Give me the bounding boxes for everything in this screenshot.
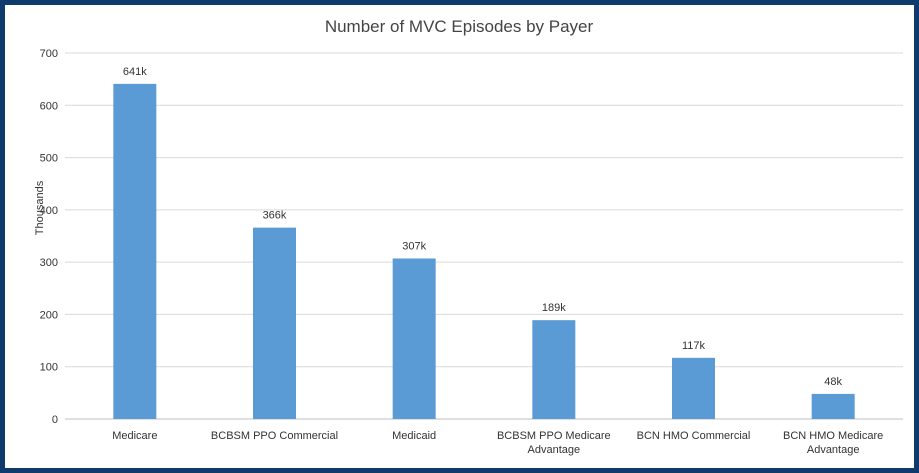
gridlines <box>65 52 903 420</box>
x-category-label: Medicaid <box>392 430 436 442</box>
data-label: 307k <box>402 240 426 252</box>
y-tick-label: 0 <box>52 414 58 426</box>
y-tick-label: 700 <box>40 48 58 60</box>
bar <box>811 393 855 419</box>
x-category-label: Medicare <box>112 430 157 442</box>
y-tick-label: 100 <box>40 362 58 374</box>
data-label: 366k <box>263 210 287 222</box>
x-category-label: BCN HMO Medicare <box>783 430 883 442</box>
bar <box>113 83 157 419</box>
data-label: 189k <box>542 302 566 314</box>
x-category-label: BCBSM PPO Medicare <box>497 430 611 442</box>
data-label: 117k <box>682 340 706 352</box>
bar <box>392 258 436 419</box>
x-category-label: BCBSM PPO Commercial <box>211 430 338 442</box>
x-category-label: Advantage <box>807 444 860 456</box>
bar-chart: Number of MVC Episodes by Payer Thousand… <box>34 17 903 456</box>
bar <box>532 320 576 419</box>
y-tick-label: 500 <box>40 153 58 165</box>
bars <box>113 83 855 419</box>
y-axis-ticks: 0 100 200 300 400 500 600 700 <box>40 48 58 426</box>
data-label: 641k <box>123 66 147 78</box>
y-axis-label: Thousands <box>34 180 46 235</box>
bar <box>672 357 715 419</box>
y-tick-label: 400 <box>40 205 58 217</box>
bar <box>253 227 296 419</box>
chart-title: Number of MVC Episodes by Payer <box>325 17 594 36</box>
data-labels: 641k 366k 307k 189k 117k 48k <box>123 66 843 388</box>
x-axis-categories: Medicare BCBSM PPO Commercial Medicaid BCBS… <box>112 430 883 456</box>
x-category-label: Advantage <box>528 444 581 456</box>
chart-area: Number of MVC Episodes by Payer Thousand… <box>5 5 914 468</box>
y-tick-label: 300 <box>40 257 58 269</box>
data-label: 48k <box>824 376 842 388</box>
y-tick-label: 200 <box>40 309 58 321</box>
x-category-label: BCN HMO Commercial <box>637 430 751 442</box>
y-tick-label: 600 <box>40 100 58 112</box>
